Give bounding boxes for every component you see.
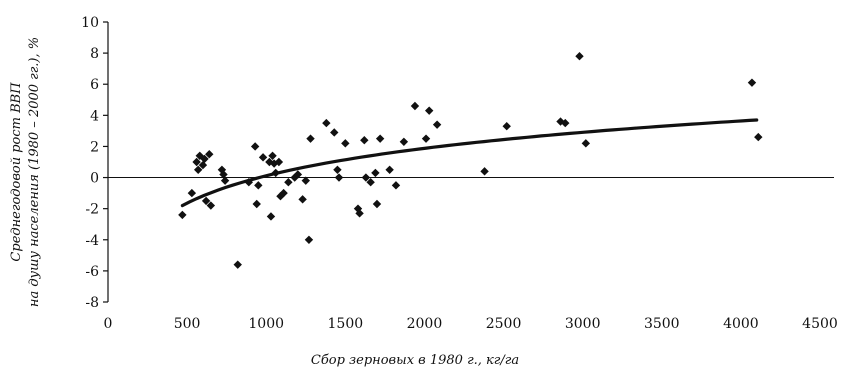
y-tick-label: 10: [81, 15, 99, 31]
data-point: [304, 235, 314, 244]
data-point: [754, 132, 763, 142]
data-point: [375, 134, 385, 143]
data-point: [372, 199, 382, 209]
data-point: [330, 128, 339, 137]
data-point: [424, 106, 434, 115]
data-point: [279, 188, 288, 198]
data-point: [206, 201, 216, 210]
y-axis-ticks: -8 -6 -4 -2 0 2 4 6 8 10: [81, 15, 108, 311]
data-point: [233, 260, 242, 269]
x-tick-label: 2000: [407, 316, 443, 332]
data-point: [366, 178, 375, 187]
data-point: [747, 78, 757, 87]
x-tick-label: 4000: [723, 316, 759, 332]
data-point: [301, 176, 310, 185]
y-tick-label: 0: [90, 171, 99, 187]
data-point: [268, 151, 277, 160]
data-point: [298, 195, 307, 204]
data-point: [250, 142, 260, 151]
data-point: [187, 188, 197, 198]
data-point: [410, 101, 420, 111]
y-tick-label: 4: [90, 108, 99, 124]
data-point: [306, 134, 315, 143]
data-point: [193, 165, 203, 174]
y-tick-label: -4: [85, 233, 99, 249]
data-point: [271, 168, 280, 178]
data-point: [322, 118, 331, 128]
data-point: [178, 210, 187, 220]
y-tick-label: 2: [90, 139, 99, 155]
x-tick-label: 1000: [248, 316, 284, 332]
data-points: [178, 52, 763, 269]
data-point: [371, 168, 380, 178]
y-tick-label: -2: [85, 202, 99, 218]
data-point: [293, 170, 303, 179]
data-point: [421, 134, 431, 143]
y-tick-label: 6: [90, 77, 99, 93]
data-point: [252, 199, 261, 209]
y-axis-title-line: Среднегодовой рост ВВП: [9, 82, 24, 262]
y-tick-label: -8: [85, 295, 99, 311]
y-tick-label: -6: [85, 264, 99, 280]
data-point: [333, 165, 342, 174]
data-point: [581, 139, 591, 148]
data-point: [198, 160, 208, 170]
y-axis-title: Среднегодовой рост ВВП на душу населения …: [9, 37, 42, 307]
data-point: [480, 167, 489, 176]
data-point: [561, 118, 570, 128]
data-point: [385, 165, 394, 174]
x-tick-label: 2500: [486, 316, 522, 332]
data-point: [220, 176, 230, 185]
x-tick-label: 0: [104, 316, 113, 332]
x-tick-label: 1500: [328, 316, 364, 332]
x-axis-title: Сбор зерновых в 1980 г., кг/га: [311, 353, 519, 368]
data-point: [334, 173, 344, 182]
data-point: [266, 212, 276, 221]
data-point: [265, 157, 274, 167]
data-point: [355, 209, 364, 218]
y-axis-title-line: на душу населения (1980 – 2000 гг.), %: [27, 37, 42, 307]
data-point: [244, 178, 254, 187]
data-point: [360, 136, 369, 145]
data-point: [556, 117, 565, 126]
y-tick-label: 8: [90, 46, 99, 62]
data-point: [575, 52, 584, 61]
data-point: [399, 137, 409, 146]
data-point: [432, 120, 442, 129]
data-point: [391, 181, 401, 190]
data-point: [284, 178, 293, 187]
data-point: [195, 151, 204, 160]
x-tick-label: 3000: [565, 316, 601, 332]
data-point: [274, 157, 284, 167]
data-point: [201, 196, 211, 206]
data-point: [502, 122, 511, 131]
data-point: [254, 181, 263, 190]
data-point: [192, 157, 201, 167]
data-point: [219, 170, 228, 179]
data-point: [200, 154, 209, 164]
data-point: [205, 150, 214, 159]
x-tick-label: 4500: [802, 316, 838, 332]
data-point: [341, 139, 350, 148]
x-tick-label: 3500: [644, 316, 680, 332]
data-point: [258, 153, 268, 162]
x-tick-label: 500: [174, 316, 201, 332]
x-axis-ticks: 0 500 1000 1500 2000 2500 3000 3500 4000 4500: [104, 316, 838, 332]
data-point: [361, 173, 371, 182]
